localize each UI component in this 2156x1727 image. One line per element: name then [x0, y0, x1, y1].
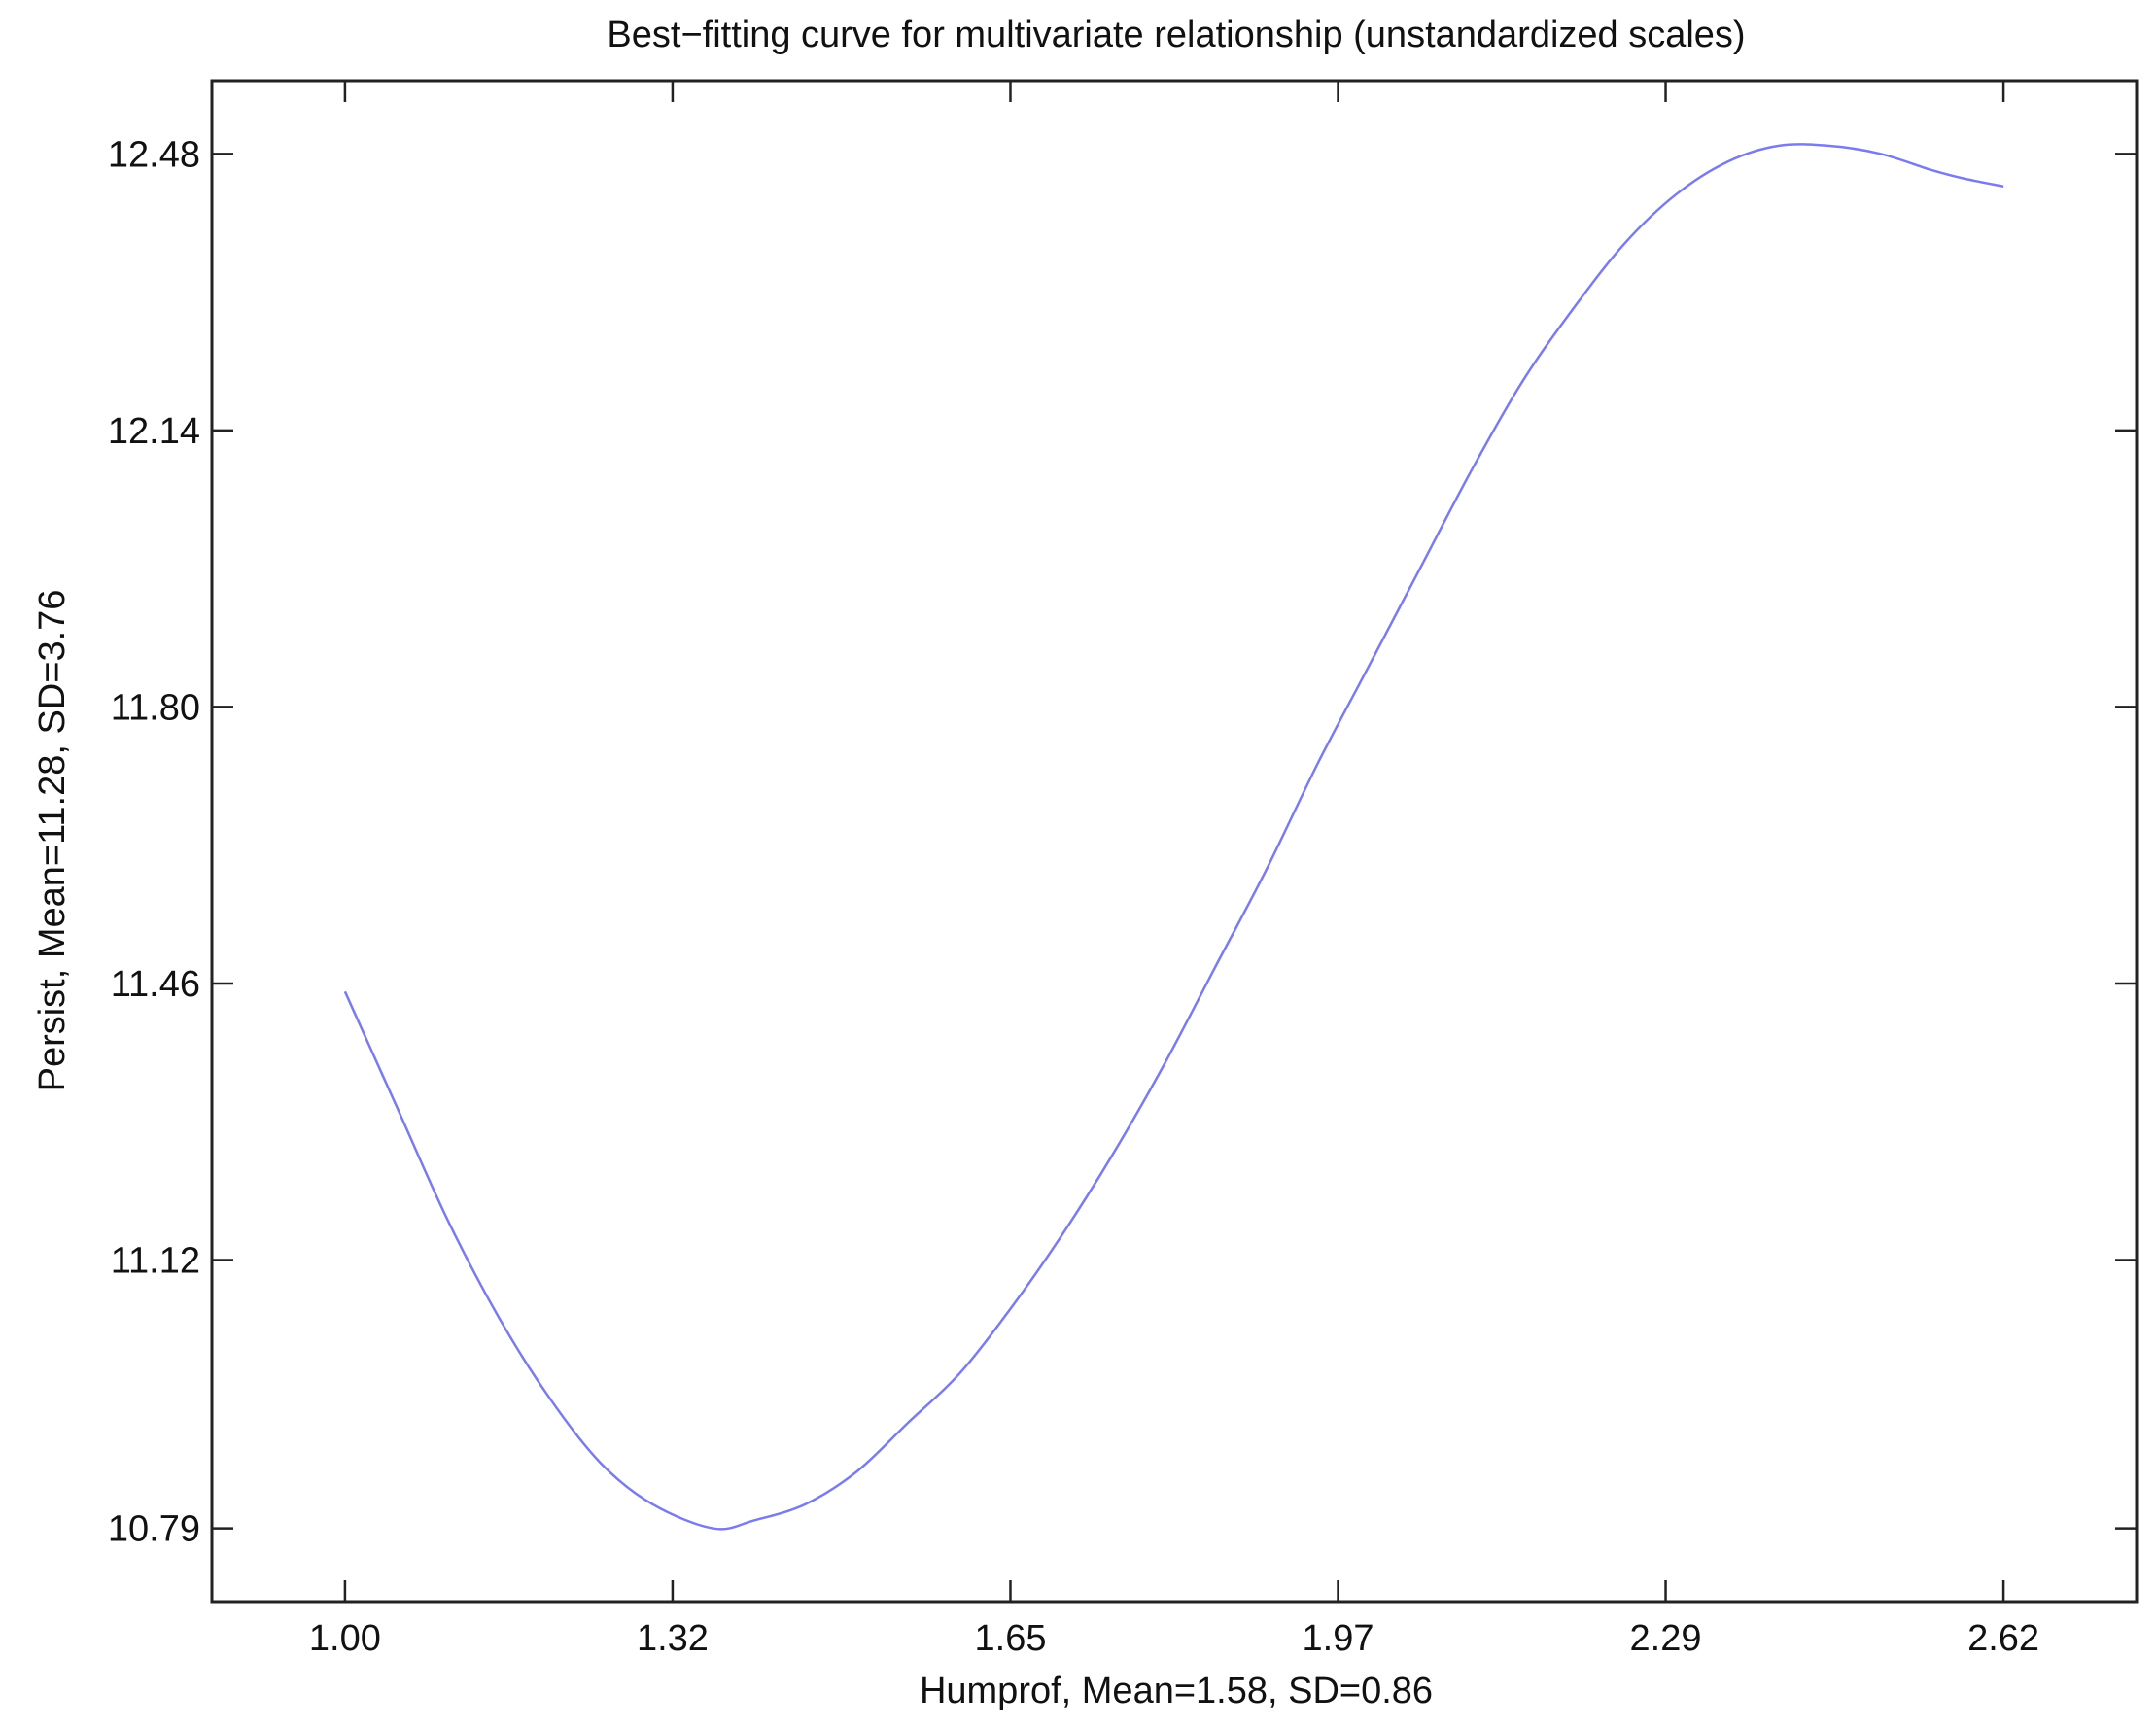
y-tick-label: 12.48	[108, 134, 200, 175]
x-tick-label: 1.97	[1303, 1618, 1374, 1659]
y-axis-label: Persist, Mean=11.28, SD=3.76	[32, 590, 73, 1092]
x-axis-label: Humprof, Mean=1.58, SD=0.86	[920, 1671, 1433, 1711]
x-tick-label: 2.29	[1630, 1618, 1702, 1659]
series-line	[343, 143, 2004, 1531]
y-tick-label: 11.80	[111, 687, 200, 728]
chart-title: Best−fitting curve for multivariate rela…	[607, 15, 1745, 55]
x-tick-label: 1.65	[975, 1618, 1047, 1659]
plot-frame	[210, 79, 2139, 1604]
y-tick-label: 12.14	[108, 411, 200, 452]
y-axis-ticks: 10.79 11.12 11.46 11.80 12.14 12.48	[108, 134, 2137, 1550]
x-tick-label: 1.32	[637, 1618, 709, 1659]
x-axis-ticks: 1.00 1.32 1.65 1.97 2.29 2.62	[309, 81, 2039, 1659]
x-tick-label: 2.62	[1967, 1618, 2039, 1659]
y-tick-label: 11.12	[111, 1241, 200, 1282]
x-tick-label: 1.00	[309, 1618, 381, 1659]
y-tick-label: 10.79	[108, 1509, 200, 1550]
y-tick-label: 11.46	[111, 964, 200, 1005]
